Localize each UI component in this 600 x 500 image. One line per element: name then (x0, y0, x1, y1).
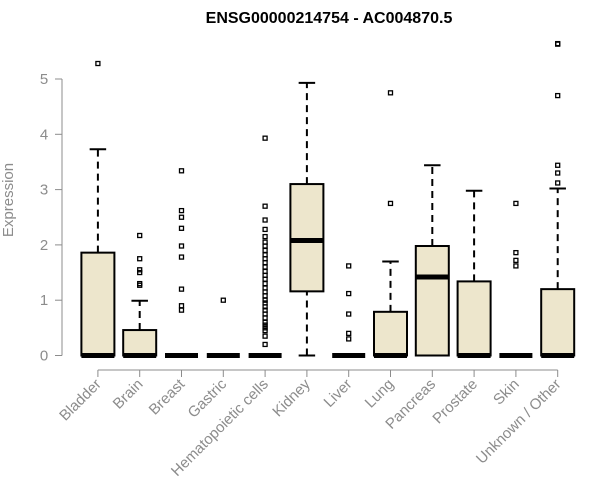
box-iqr (289, 183, 325, 293)
x-tick-label: Lung (362, 376, 398, 412)
box-iqr (122, 329, 158, 357)
box-iqr (456, 280, 492, 357)
outlier-point (137, 232, 143, 239)
outlier-point (262, 217, 268, 223)
box-group (499, 200, 533, 358)
outlier-point (262, 319, 268, 325)
outlier-point (178, 286, 185, 292)
outlier-point (178, 168, 185, 174)
outlier-point (346, 311, 352, 317)
outlier-point (262, 322, 268, 328)
outlier-point (137, 280, 143, 287)
outlier-point (387, 200, 394, 207)
outlier-point (262, 268, 268, 275)
box-iqr (80, 251, 116, 357)
chart-title: ENSG00000214754 - AC004870.5 (206, 10, 453, 27)
box-group (540, 40, 576, 358)
outlier-point (178, 243, 185, 249)
outlier-point (178, 214, 185, 220)
y-tick-label: 1 (40, 292, 48, 309)
box-group (414, 164, 450, 357)
x-tick-label: Prostate (429, 376, 481, 428)
outlier-point (262, 297, 268, 303)
outlier-point (262, 325, 268, 331)
box-group (373, 90, 408, 358)
outlier-point (513, 263, 519, 269)
outlier-point (262, 233, 268, 240)
y-axis-label: Expression (0, 163, 17, 237)
box-group (165, 168, 198, 358)
outlier-point (178, 254, 185, 260)
outlier-point (555, 170, 561, 176)
outlier-point (95, 60, 101, 67)
outlier-point (262, 307, 268, 313)
box-group (332, 263, 366, 358)
box-iqr (373, 310, 408, 357)
boxes-layer (80, 40, 576, 358)
outlier-point (262, 327, 268, 334)
box-group (206, 297, 240, 358)
outlier-point (387, 90, 394, 96)
outlier-point (220, 297, 226, 303)
outlier-point (137, 256, 143, 262)
box-iqr (540, 288, 576, 357)
outlier-point (262, 300, 268, 306)
x-tick-label: Bladder (56, 376, 105, 425)
y-tick-label: 4 (40, 126, 48, 143)
outlier-point (137, 269, 143, 276)
y-tick-label: 2 (40, 237, 48, 254)
outlier-point (513, 257, 519, 264)
y-tick-label: 0 (40, 348, 48, 365)
outlier-point (346, 290, 352, 297)
x-tick-label: Skin (490, 376, 523, 409)
outlier-point (178, 207, 185, 214)
x-tick-label: Breast (146, 375, 189, 418)
outlier-point (346, 336, 352, 342)
outlier-point (262, 264, 268, 270)
outlier-point (513, 249, 519, 256)
outlier-point (262, 135, 268, 141)
box-group (248, 135, 282, 358)
outlier-point (513, 200, 519, 207)
outlier-point (262, 226, 268, 233)
y-tick-label: 5 (40, 71, 48, 88)
box-group (456, 189, 492, 358)
outlier-point (262, 252, 268, 258)
outlier-point (555, 92, 561, 99)
outlier-point (178, 303, 185, 309)
x-tick-label: Kidney (269, 375, 314, 420)
outlier-point (137, 267, 143, 273)
box-iqr (414, 245, 450, 357)
outlier-point (346, 263, 352, 269)
outlier-point (346, 330, 352, 337)
outlier-point (178, 225, 185, 231)
x-tick-label: Liver (321, 376, 356, 411)
outlier-point (178, 307, 185, 313)
x-tick-label: Brain (110, 376, 147, 413)
outlier-point (555, 162, 561, 168)
outlier-point (262, 280, 268, 287)
box-group (289, 81, 325, 357)
outlier-point (262, 239, 268, 245)
outlier-point (262, 247, 268, 254)
outlier-point (262, 333, 268, 339)
box-group (80, 60, 116, 358)
y-tick-label: 3 (40, 182, 48, 199)
box-group (122, 232, 158, 358)
outlier-point (555, 180, 561, 186)
outlier-point (262, 203, 268, 209)
outlier-point (262, 341, 268, 348)
outlier-point (555, 40, 561, 47)
outlier-point (262, 285, 268, 291)
